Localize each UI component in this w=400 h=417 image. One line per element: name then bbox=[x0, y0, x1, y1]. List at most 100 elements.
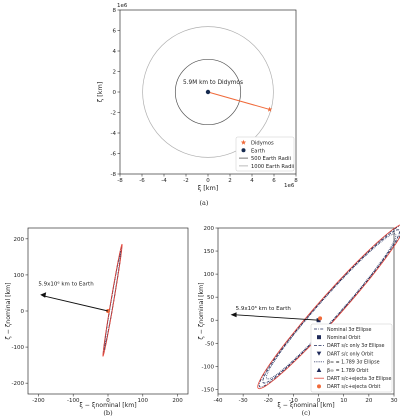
panel-c-arrowhead bbox=[230, 312, 237, 318]
panel-c-ytick-label: -100 bbox=[202, 364, 215, 370]
panel-b-ylabel: ζ − ζnominal [km] bbox=[5, 282, 12, 339]
panel-a-ytick-label: -6 bbox=[111, 152, 117, 158]
panel-b-xtick-label: 200 bbox=[172, 398, 183, 404]
panel-c-legend-label: β∞ = 1.789 Orbit bbox=[327, 368, 369, 374]
panel-b-caption: (b) bbox=[103, 409, 113, 417]
panel-c-legend-label: Nominal Orbit bbox=[327, 335, 360, 341]
panel-c-ellipse bbox=[257, 224, 400, 390]
panel-a-xtick-label: -4 bbox=[161, 178, 167, 184]
panel-a-xtick-label: -2 bbox=[183, 178, 188, 184]
panel-b-xtick-label: -200 bbox=[32, 398, 45, 404]
panel-b-ellipse bbox=[103, 250, 122, 350]
panel-c-xtick-label: 30 bbox=[391, 398, 398, 404]
panel-c: -40 -30 -20 -10 0 10 20 30-150-100-500501001502… bbox=[198, 224, 400, 417]
panel-c-ytick-label: 150 bbox=[204, 249, 215, 255]
panel-c-xtick-label: -20 bbox=[264, 398, 273, 404]
panel-a-xlabel: ξ [km] bbox=[198, 184, 219, 192]
panel-a-ylabel: ζ [km] bbox=[96, 82, 104, 103]
panel-c-ellipse bbox=[262, 229, 400, 384]
panel-a-legend-swatch bbox=[241, 148, 246, 153]
panel-c-ytick-label: 100 bbox=[204, 272, 215, 278]
panel-a-legend-label: 1000 Earth Radii bbox=[251, 164, 294, 170]
panel-c-legend-swatch bbox=[316, 367, 322, 372]
panel-b-xtick-label: 0 bbox=[106, 398, 110, 404]
panel-c-legend-label: β∞ = 1.789 3σ Ellipse bbox=[327, 360, 380, 366]
panel-a-caption: (a) bbox=[200, 199, 209, 207]
panel-a-xtick-label: 0 bbox=[206, 178, 210, 184]
panel-a-ytick-label: 0 bbox=[113, 90, 117, 96]
panel-c-ytick-label: -150 bbox=[202, 387, 215, 393]
panel-c-legend-swatch bbox=[317, 384, 321, 389]
panel-a-legend-label: 500 Earth Radii bbox=[251, 156, 291, 162]
panel-c-legend-box bbox=[310, 323, 393, 393]
panel-b-annotation: 5.9x10⁶ km to Earth bbox=[38, 281, 94, 288]
panel-b: -200 -100 0 100 200 -200 -100 0 100 200 5.9x10⁶ k… bbox=[5, 227, 189, 417]
panel-c-xlabel: ξ − ξnominal [km] bbox=[277, 402, 334, 409]
panel-a-axes: -8 -6 -4 -2 0 2 4 6 8 -8 -6 -4 -2 0 2 4 6 8 bbox=[111, 8, 299, 184]
panel-c-legend-label: DART s/c only 3σ Ellipse bbox=[327, 343, 384, 349]
panel-a-xtick-label: 4 bbox=[250, 178, 254, 184]
panel-c-ylabel: ζ − ζnominal [km] bbox=[198, 282, 205, 339]
panel-b-ellipse bbox=[104, 254, 121, 347]
panel-c-xtick-label: 0 bbox=[317, 398, 321, 404]
panel-b-ytick-label: 0 bbox=[21, 309, 25, 315]
panel-b-arrowhead bbox=[40, 292, 47, 298]
panel-c-frame bbox=[217, 227, 395, 395]
panel-c-ytick-label: -50 bbox=[205, 341, 214, 347]
panel-b-xtick-label: 100 bbox=[138, 398, 149, 404]
panel-c-legend-label: DART s/c+ejecta 3σ Ellipse bbox=[327, 376, 392, 382]
panel-a-legend-label: Didymos bbox=[251, 141, 274, 147]
panel-a-ytick-label: -2 bbox=[111, 111, 116, 117]
panel-a-legend-swatch bbox=[240, 139, 247, 145]
panel-b-earth-arrow bbox=[43, 295, 109, 312]
panel-a-ytick-label: -4 bbox=[111, 131, 117, 137]
panel-c-xtick-label: 20 bbox=[365, 398, 372, 404]
panel-a-multiplier-y: 1e6 bbox=[117, 3, 128, 9]
panel-c-xtick-label: -40 bbox=[214, 398, 223, 404]
panel-c-xtick-label: -30 bbox=[239, 398, 248, 404]
earth-didymos-line bbox=[207, 91, 270, 110]
panel-a-ytick-label: 4 bbox=[113, 49, 117, 55]
panel-c-xtick-label: -10 bbox=[289, 398, 298, 404]
panel-c-legend-label: Nominal 3σ Ellipse bbox=[327, 327, 372, 333]
panel-c-legend-label: DART s/c+ejecta Orbit bbox=[327, 384, 380, 390]
panel-c-legend: Nominal 3σ Ellipse Nominal Orbit DART s/c … bbox=[310, 323, 393, 393]
panel-c-caption: (c) bbox=[302, 409, 311, 417]
panel-c-axes: -40 -30 -20 -10 0 10 20 30-150-100-500501001502… bbox=[202, 226, 398, 404]
panel-b-ellipse bbox=[102, 246, 123, 355]
panel-c-legend-label: DART s/c only Orbit bbox=[327, 351, 373, 357]
panel-b-xlabel: ξ − ξnominal [km] bbox=[79, 402, 136, 409]
panel-c-ytick-label: 0 bbox=[211, 318, 215, 324]
panel-a: 1e6 -8 -6 -4 -2 0 2 4 6 8 -8 -6 -4 -2 0 2 4 6 8 5.9M km t… bbox=[96, 3, 298, 207]
earth-radii-1000-circle bbox=[142, 26, 274, 158]
panel-a-xtick-label: -8 bbox=[117, 178, 123, 184]
panel-b-ytick-label: 200 bbox=[14, 237, 25, 243]
panel-c-legend-swatch bbox=[317, 335, 321, 340]
panel-a-xtick-label: -6 bbox=[139, 178, 145, 184]
panel-a-multiplier-x: 1e6 bbox=[284, 183, 295, 189]
panel-b-ytick-label: -100 bbox=[12, 345, 25, 351]
panel-b-xtick-label: -100 bbox=[67, 398, 80, 404]
panel-a-ytick-label: 2 bbox=[113, 70, 117, 76]
panel-c-earth-arrow bbox=[233, 314, 319, 321]
didymos-marker bbox=[266, 106, 273, 112]
panel-b-axes: -200 -100 0 100 200 -200 -100 0 100 200 bbox=[12, 237, 184, 404]
panel-b-ytick-label: -200 bbox=[12, 381, 25, 387]
panel-a-xtick-label: 8 bbox=[294, 178, 298, 184]
panel-c-ellipse bbox=[265, 233, 397, 380]
panel-c-ytick-label: 200 bbox=[204, 226, 215, 232]
panel-c-ejecta-marker bbox=[318, 316, 323, 321]
panel-b-ytick-label: 100 bbox=[14, 273, 25, 279]
panel-a-legend-box bbox=[235, 136, 295, 172]
panel-c-xtick-label: 10 bbox=[340, 398, 347, 404]
earth-marker bbox=[205, 89, 211, 95]
panel-a-annotation: 5.9M km to Didymos bbox=[183, 80, 243, 86]
panel-b-ellipses bbox=[102, 243, 123, 357]
panel-a-ytick-label: -8 bbox=[111, 172, 117, 178]
panel-a-xtick-label: 6 bbox=[272, 178, 276, 184]
panel-c-annotation: 5.9x10⁶ km to Earth bbox=[236, 305, 292, 312]
panel-a-ytick-label: 6 bbox=[113, 29, 117, 35]
panel-c-ytick-label: 50 bbox=[207, 295, 214, 301]
panel-a-legend-label: Earth bbox=[251, 148, 265, 154]
